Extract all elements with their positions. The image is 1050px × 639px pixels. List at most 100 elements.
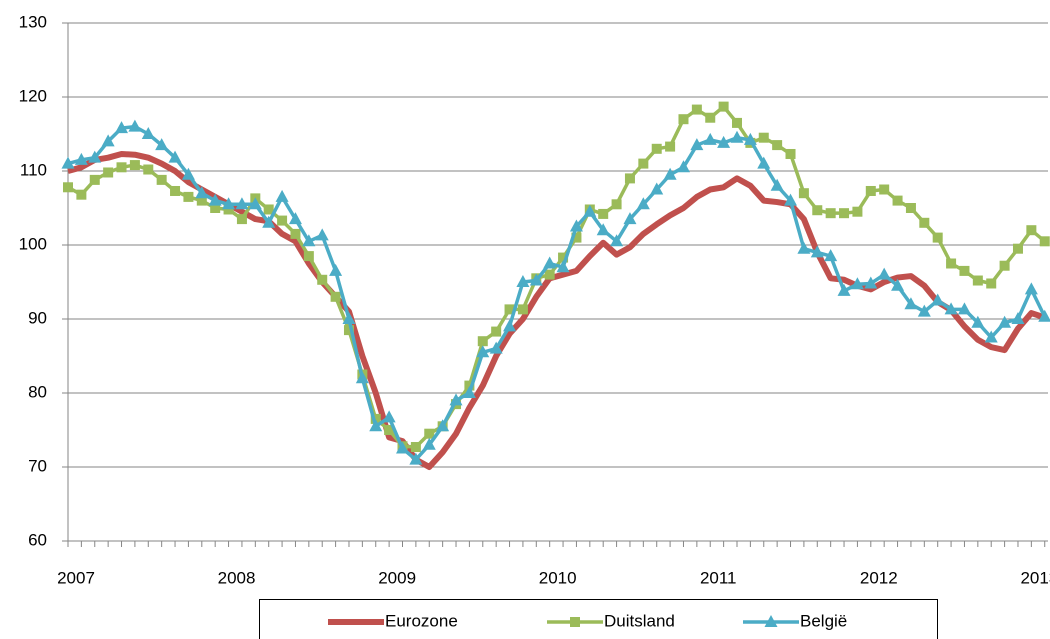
- point: [208, 193, 222, 206]
- point: [248, 197, 262, 210]
- point: [571, 232, 582, 243]
- point: [931, 293, 945, 306]
- point: [355, 371, 369, 384]
- point: [236, 214, 247, 225]
- point: [944, 302, 958, 315]
- point: [917, 304, 931, 317]
- point: [691, 104, 702, 115]
- point: [63, 182, 73, 193]
- point: [663, 167, 677, 180]
- point: [476, 345, 490, 358]
- point: [558, 252, 569, 263]
- point: [730, 130, 744, 143]
- point: [879, 184, 890, 195]
- point: [610, 234, 624, 247]
- point: [957, 302, 971, 315]
- point: [235, 197, 249, 210]
- legend-label: Eurozone: [385, 611, 458, 630]
- point: [116, 162, 127, 173]
- x-tick-label: 2010: [539, 568, 577, 587]
- point: [850, 277, 864, 290]
- point: [89, 174, 100, 185]
- y-tick-label: 120: [19, 86, 47, 105]
- point: [892, 195, 903, 206]
- point: [141, 127, 155, 139]
- point: [183, 191, 194, 202]
- point: [556, 260, 570, 273]
- point: [516, 275, 530, 287]
- point: [424, 428, 435, 439]
- point: [449, 393, 463, 406]
- point: [932, 232, 943, 243]
- point: [877, 267, 891, 280]
- point: [128, 119, 142, 132]
- point: [623, 212, 637, 225]
- point: [504, 304, 515, 315]
- point: [503, 319, 517, 332]
- point: [999, 260, 1010, 271]
- point: [196, 195, 207, 206]
- point: [690, 138, 704, 151]
- point: [971, 315, 985, 328]
- point: [1012, 243, 1023, 254]
- point: [972, 275, 983, 286]
- point: [705, 112, 716, 123]
- x-tick-label: 2012: [860, 568, 898, 587]
- point: [611, 199, 622, 210]
- point: [732, 117, 742, 128]
- point: [919, 217, 930, 228]
- point: [422, 437, 436, 450]
- point: [156, 174, 167, 185]
- point: [436, 419, 450, 432]
- point: [315, 228, 329, 241]
- point: [676, 160, 690, 173]
- point: [665, 141, 676, 152]
- point: [904, 297, 918, 310]
- point: [650, 182, 664, 195]
- point: [143, 164, 154, 175]
- point: [810, 245, 824, 258]
- point: [905, 203, 916, 213]
- x-tick-label: 2011: [700, 568, 737, 587]
- legend-label: Duitsland: [604, 611, 675, 630]
- point: [115, 121, 129, 134]
- point: [262, 215, 276, 228]
- point: [329, 263, 343, 276]
- point: [638, 158, 649, 169]
- y-tick-label: 70: [28, 456, 47, 475]
- x-tick-label: 2009: [378, 568, 416, 587]
- point: [1011, 312, 1025, 324]
- point: [770, 178, 784, 191]
- point: [464, 380, 475, 391]
- point: [1039, 236, 1050, 247]
- point: [583, 204, 597, 217]
- x-tick-label: 2007: [57, 568, 95, 587]
- point: [569, 219, 583, 232]
- point: [168, 150, 182, 163]
- point: [839, 208, 850, 219]
- point: [210, 203, 221, 213]
- point: [462, 386, 476, 398]
- point: [155, 138, 169, 151]
- point: [812, 205, 823, 216]
- point: [195, 186, 209, 199]
- point: [342, 312, 356, 324]
- point: [303, 251, 314, 262]
- point: [703, 132, 717, 145]
- y-tick-label: 100: [19, 234, 47, 253]
- point: [543, 256, 557, 269]
- point: [369, 419, 383, 432]
- legend-marker: [570, 617, 580, 627]
- legend-label: België: [800, 611, 847, 630]
- point: [61, 156, 75, 169]
- point: [837, 283, 851, 296]
- point: [529, 273, 543, 286]
- point: [544, 269, 555, 280]
- point: [678, 114, 689, 125]
- point: [277, 215, 288, 226]
- y-tick-label: 90: [28, 308, 47, 327]
- point: [103, 167, 114, 178]
- point: [636, 197, 650, 210]
- point: [76, 189, 87, 200]
